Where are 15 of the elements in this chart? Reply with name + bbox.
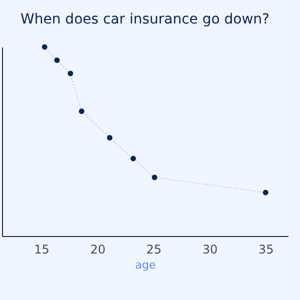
x-tick-label: 25 <box>146 242 162 256</box>
point <box>42 44 48 50</box>
x-tick-label: 30 <box>202 242 218 256</box>
point <box>78 108 84 114</box>
x-axis-title: age <box>135 258 156 272</box>
chart-title: When does car insurance go down? <box>20 11 270 28</box>
point <box>106 134 112 140</box>
point <box>152 174 158 180</box>
point <box>54 57 60 63</box>
x-tick-label: 20 <box>90 242 106 256</box>
x-tick-label: 15 <box>34 242 50 256</box>
point <box>68 70 74 76</box>
point <box>130 156 136 162</box>
point <box>262 190 268 196</box>
x-tick-label: 35 <box>258 242 274 256</box>
